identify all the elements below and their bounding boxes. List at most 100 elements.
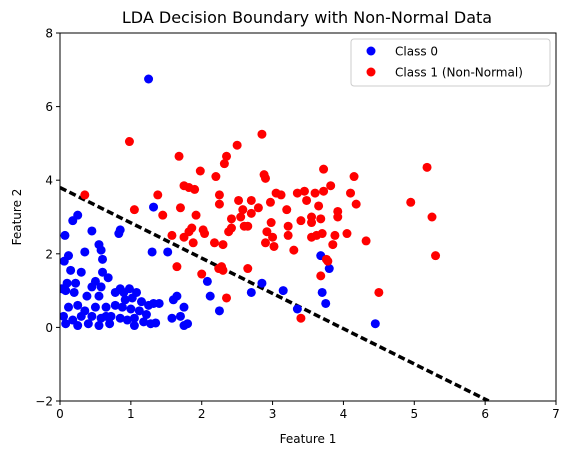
class-1-point	[317, 229, 327, 239]
class-1-point	[333, 212, 343, 222]
class-0-point	[61, 286, 71, 296]
class-0-point	[147, 247, 157, 257]
class-0-point	[82, 291, 92, 301]
class-0-point	[101, 302, 111, 312]
class-1-point	[268, 232, 278, 242]
class-0-point	[149, 202, 159, 212]
class-1-point	[226, 214, 236, 224]
class-1-point	[167, 230, 177, 240]
class-1-point	[190, 184, 200, 194]
class-1-point	[174, 151, 184, 161]
y-tick-label: 4	[45, 174, 53, 188]
class-1-point	[282, 205, 292, 215]
class-1-point	[124, 137, 134, 147]
class-1-point	[296, 216, 306, 226]
x-tick-label: 3	[269, 407, 277, 421]
class-1-point	[200, 229, 210, 239]
class-1-point	[351, 199, 361, 209]
class-0-point	[73, 300, 83, 310]
class-1-point	[246, 208, 256, 218]
class-1-point	[307, 218, 317, 228]
class-1-point	[316, 271, 326, 281]
class-0-point	[141, 310, 151, 320]
class-0-point	[179, 302, 189, 312]
class-0-point	[129, 313, 139, 323]
legend: Class 0 Class 1 (Non-Normal)	[350, 38, 551, 87]
class-0-point	[324, 264, 334, 274]
class-1-point	[187, 223, 197, 233]
y-tick-label: 6	[45, 100, 53, 114]
class-1-point	[219, 159, 229, 169]
class-0-point	[120, 295, 130, 305]
class-1-point	[319, 186, 329, 196]
legend-label-class-1: Class 1 (Non-Normal)	[395, 66, 523, 80]
class-1-point	[211, 172, 221, 182]
class-0-point	[94, 321, 104, 331]
class-1-point	[323, 256, 333, 266]
class-1-point	[253, 203, 263, 213]
class-0-point	[202, 276, 212, 286]
class-1-point	[314, 201, 324, 211]
class-1-point	[265, 197, 275, 207]
class-1-point	[283, 221, 293, 231]
class-0-point	[68, 216, 78, 226]
class-0-point	[134, 306, 144, 316]
class-0-point	[98, 254, 108, 264]
class-1-point	[349, 172, 359, 182]
class-1-point	[226, 223, 236, 233]
class-1-point	[214, 190, 224, 200]
class-1-point	[289, 245, 299, 255]
class-0-point	[136, 297, 146, 307]
class-0-point	[139, 317, 149, 327]
class-0-point	[76, 311, 86, 321]
class-1-point	[406, 197, 416, 207]
x-tick-label: 7	[552, 407, 560, 421]
class-1-point	[209, 238, 219, 248]
class-1-point	[330, 230, 340, 240]
class-0-point	[292, 304, 302, 314]
class-0-point	[66, 265, 76, 275]
class-0-point	[317, 287, 327, 297]
class-1-point	[236, 212, 246, 222]
x-axis-label: Feature 1	[280, 432, 337, 446]
class-1-point	[319, 164, 329, 174]
class-0-point	[127, 293, 137, 303]
class-0-point	[144, 74, 154, 84]
class-1-point	[422, 162, 432, 172]
legend-label-class-0: Class 0	[395, 45, 438, 59]
x-tick-label: 4	[340, 407, 348, 421]
class-1-point	[292, 188, 302, 198]
class-0-point	[87, 311, 97, 321]
class-1-point	[316, 214, 326, 224]
class-1-point	[129, 205, 139, 215]
class-0-point	[278, 286, 288, 296]
class-0-point	[257, 278, 267, 288]
class-1-point	[172, 262, 182, 272]
class-1-point	[283, 230, 293, 240]
class-1-point	[427, 212, 437, 222]
class-0-point	[114, 229, 124, 239]
x-tick-label: 1	[127, 407, 135, 421]
class-0-point	[87, 282, 97, 292]
class-0-point	[90, 302, 100, 312]
class-0-point	[129, 321, 139, 331]
x-tick-label: 0	[56, 407, 64, 421]
class-1-point	[197, 269, 207, 279]
class-1-point	[238, 205, 248, 215]
class-1-point	[262, 227, 272, 237]
class-1-point	[217, 262, 227, 272]
class-1-point	[214, 199, 224, 209]
class-1-point	[310, 188, 320, 198]
class-1-point	[188, 238, 198, 248]
class-1-point	[80, 190, 90, 200]
y-tick-label: 0	[45, 321, 53, 335]
class-0-point	[163, 247, 173, 257]
class-0-point	[80, 247, 90, 257]
y-tick-label: −2	[35, 395, 53, 409]
class-1-point	[232, 140, 242, 150]
class-1-point	[346, 188, 356, 198]
class-0-point	[87, 226, 97, 236]
class-0-point	[205, 291, 215, 301]
class-0-point	[124, 284, 134, 294]
class-0-point	[126, 304, 136, 314]
